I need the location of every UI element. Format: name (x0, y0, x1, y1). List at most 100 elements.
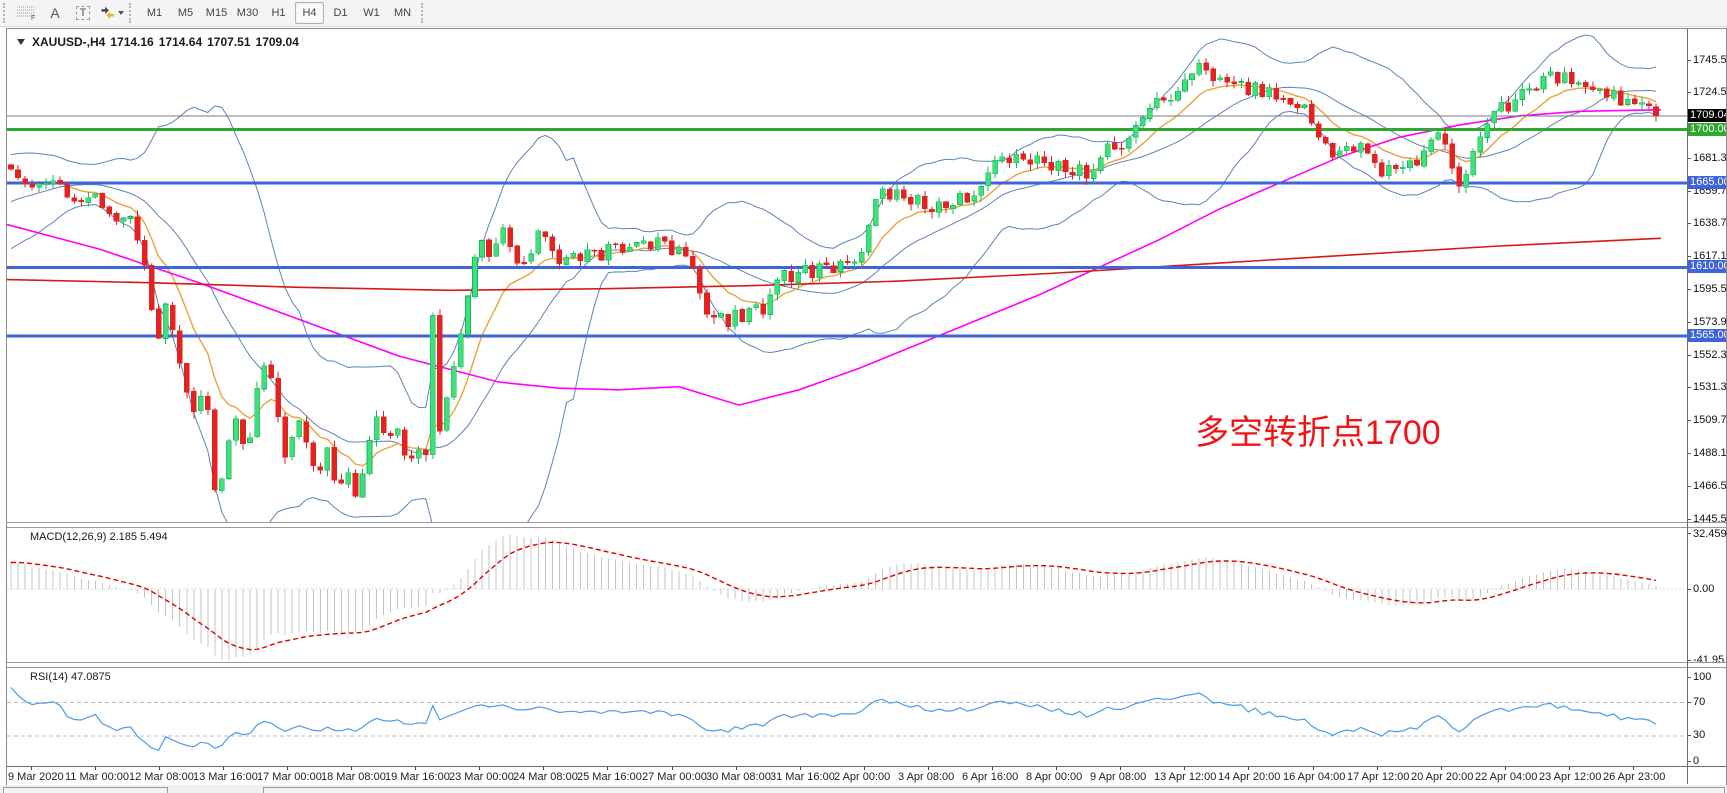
ohlc-open: 1714.16 (110, 35, 154, 49)
price-tick-mark (1688, 256, 1691, 257)
price-badge: 1700.00 (1688, 123, 1726, 136)
time-axis-label: 2 Apr 00:00 (834, 771, 891, 783)
timeframe-button-mn[interactable]: MN (393, 7, 412, 19)
macd-tick-mark (1688, 533, 1691, 534)
time-tick-mark (479, 767, 480, 770)
rsi-tick-mark (1688, 735, 1691, 736)
time-tick-mark (1184, 767, 1185, 770)
time-axis-label: 3 Apr 08:00 (898, 771, 955, 783)
time-axis-label: 16 Apr 04:00 (1283, 771, 1346, 783)
time-tick-mark (1120, 767, 1121, 770)
macd-tick-label: 32.459 (1693, 528, 1726, 540)
macd-tick-label: -41.95 (1693, 654, 1725, 662)
time-tick-mark (287, 767, 288, 770)
macd-canvas[interactable] (7, 528, 1687, 662)
price-tick-mark (1688, 453, 1691, 454)
price-chart-canvas[interactable] (7, 29, 1687, 522)
time-axis-label: 23 Mar 00:00 (449, 771, 514, 783)
rsi-tick-mark (1688, 761, 1691, 762)
timeframe-button-d1[interactable]: D1 (333, 7, 348, 19)
macd-tick-mark (1688, 660, 1691, 661)
price-tick-label: 1552.30 (1693, 349, 1726, 361)
time-axis-label: 11 Mar 00:00 (65, 771, 130, 783)
price-tick-label: 1573.90 (1693, 316, 1726, 328)
timeframe-button-m15[interactable]: M15 (205, 7, 228, 19)
rsi-tick-label: 30 (1693, 729, 1706, 741)
price-tick-label: 1681.30 (1693, 152, 1726, 164)
timeframe-button-h4[interactable]: H4 (295, 2, 324, 24)
time-axis-label: 12 Mar 08:00 (129, 771, 194, 783)
text-label-tool-button[interactable]: A (42, 2, 68, 24)
text-box-icon: T (75, 6, 91, 20)
price-tick-mark (1688, 158, 1691, 159)
time-axis-label: 25 Mar 16:00 (577, 771, 642, 783)
time-tick-mark (1313, 767, 1314, 770)
ohlc-low: 1707.51 (207, 35, 251, 49)
price-tick-mark (1688, 223, 1691, 224)
price-tick-mark (1688, 387, 1691, 388)
time-axis-label: 23 Apr 12:00 (1539, 771, 1602, 783)
time-tick-mark (95, 767, 96, 770)
axis-divider (1687, 29, 1688, 784)
chart-window: XAUUSD-,H4 1714.16 1714.64 1707.51 1709.… (6, 28, 1727, 789)
pane-splitter[interactable] (7, 522, 1726, 528)
text-box-tool-button[interactable]: T (70, 2, 96, 24)
timeframe-button-m5[interactable]: M5 (177, 7, 194, 19)
price-pane[interactable]: XAUUSD-,H4 1714.16 1714.64 1707.51 1709.… (7, 29, 1726, 522)
time-tick-mark (223, 767, 224, 770)
timeframe-button-m1[interactable]: M1 (146, 7, 163, 19)
timeframe-button-m30[interactable]: M30 (236, 7, 259, 19)
rsi-tick-mark (1688, 677, 1691, 678)
price-tick-label: 1531.30 (1693, 381, 1726, 393)
price-badge: 1665.00 (1688, 176, 1726, 189)
time-tick-mark (543, 767, 544, 770)
time-tick-mark (736, 767, 737, 770)
time-tick-mark (1505, 767, 1506, 770)
timeframe-button-h1[interactable]: H1 (271, 7, 286, 19)
time-tick-mark (31, 767, 32, 770)
price-tick-label: 1466.50 (1693, 480, 1726, 492)
macd-tick-mark (1688, 589, 1691, 590)
rsi-tick-label: 100 (1693, 671, 1712, 683)
time-axis-label: 24 Mar 08:00 (513, 771, 578, 783)
time-axis-label: 19 Mar 16:00 (385, 771, 450, 783)
chart-menu-arrow-icon[interactable] (17, 39, 25, 45)
time-tick-mark (992, 767, 993, 770)
macd-pane[interactable]: MACD(12,26,9) 2.185 5.494 32.459 0.00 -41.… (7, 528, 1726, 662)
time-tick-mark (351, 767, 352, 770)
fibonacci-icon: F (17, 6, 35, 21)
symbol-period-label: XAUUSD-,H4 (32, 35, 106, 49)
time-axis-label: 17 Apr 12:00 (1347, 771, 1410, 783)
arrow-styles-button[interactable] (98, 2, 125, 24)
rsi-tick-label: 70 (1693, 696, 1706, 708)
time-tick-mark (1441, 767, 1442, 770)
fibonacci-tool-button[interactable]: F (14, 2, 40, 24)
price-tick-mark (1688, 420, 1691, 421)
time-axis-label: 6 Apr 16:00 (962, 771, 1019, 783)
time-axis[interactable]: 9 Mar 2020 11 Mar 00:00 12 Mar 08:00 13 Mar… (7, 766, 1726, 789)
rsi-canvas[interactable] (7, 668, 1687, 766)
price-tick-label: 1488.10 (1693, 447, 1726, 459)
toolbar-gripper[interactable] (129, 3, 136, 23)
chart-title: XAUUSD-,H4 1714.16 1714.64 1707.51 1709.… (17, 35, 299, 49)
time-tick-mark (800, 767, 801, 770)
time-tick-mark (928, 767, 929, 770)
toolbar-gripper[interactable] (3, 3, 10, 23)
time-axis-label: 27 Mar 00:00 (642, 771, 707, 783)
chart-toolbar: F A T M1 M5 M15 M30 H1 H4 D1 W1 MN (0, 0, 1727, 27)
macd-tick-label: 0.00 (1693, 583, 1715, 595)
toolbar-gripper[interactable] (421, 3, 428, 23)
time-axis-label: 9 Mar 2020 (8, 771, 64, 783)
status-panel (263, 787, 1725, 793)
time-axis-label: 26 Apr 23:00 (1603, 771, 1666, 783)
time-axis-label: 18 Mar 08:00 (321, 771, 386, 783)
rsi-pane[interactable]: RSI(14) 47.0875 100 70 30 0 (7, 668, 1726, 766)
chart-text-annotation[interactable]: 多空转折点1700 (1195, 414, 1441, 452)
time-tick-mark (672, 767, 673, 770)
ohlc-close: 1709.04 (255, 35, 299, 49)
time-tick-mark (1248, 767, 1249, 770)
time-tick-mark (159, 767, 160, 770)
pane-splitter[interactable] (7, 662, 1726, 668)
time-tick-mark (864, 767, 865, 770)
timeframe-button-w1[interactable]: W1 (363, 7, 380, 19)
